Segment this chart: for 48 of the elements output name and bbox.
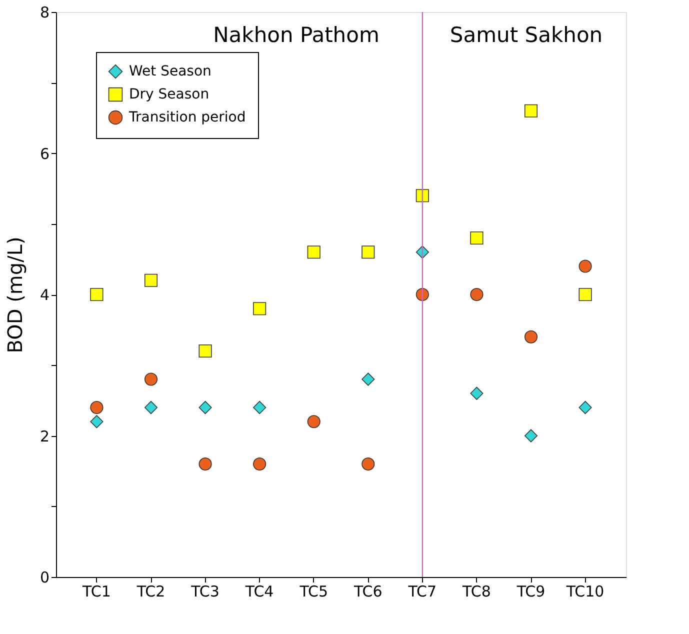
point	[253, 457, 266, 471]
point	[90, 288, 104, 302]
y-tick-label: 2	[40, 427, 50, 446]
point	[253, 302, 266, 316]
x-tick-label: TC7	[407, 582, 437, 600]
point	[524, 330, 538, 344]
point	[90, 415, 104, 428]
point	[416, 189, 429, 202]
x-tick-label: TC8	[462, 582, 491, 600]
legend-label: Dry Season	[129, 86, 210, 102]
point	[198, 344, 212, 358]
point	[144, 274, 158, 287]
point	[90, 400, 104, 414]
x-tick-label: TC1	[82, 582, 111, 600]
point	[253, 400, 266, 414]
point	[524, 104, 538, 118]
point	[470, 288, 484, 302]
x-tick-label: TC5	[298, 582, 328, 600]
point	[470, 386, 484, 400]
x-tick-label: TC9	[516, 582, 546, 600]
point	[198, 457, 212, 471]
point	[524, 429, 538, 442]
point	[578, 288, 592, 302]
y-axis-title: BOD (mg/L)	[2, 236, 27, 354]
point	[470, 231, 484, 245]
y-tick-label: 8	[40, 4, 50, 22]
legend-label: Wet Season	[129, 64, 212, 80]
y-tick-label: 4	[40, 286, 50, 304]
point	[307, 246, 320, 259]
point	[307, 415, 320, 428]
x-tick-label: TC6	[352, 582, 382, 600]
y-tick-label: 0	[40, 568, 50, 586]
point	[144, 372, 158, 386]
point	[362, 457, 375, 471]
point	[144, 400, 158, 414]
x-tick-label: TC2	[136, 582, 166, 600]
x-tick-label: TC4	[244, 582, 274, 600]
point	[198, 400, 212, 414]
point	[362, 372, 375, 386]
x-tick-label: TC10	[565, 582, 604, 600]
x-tick-label: TC3	[190, 582, 220, 600]
annotation: Samut Sakhon	[450, 23, 603, 47]
point	[578, 260, 592, 273]
point	[578, 400, 592, 414]
annotation: Nakhon Pathom	[213, 23, 380, 47]
legend-label: Transition period	[128, 110, 246, 126]
point	[362, 246, 375, 259]
y-tick-label: 6	[40, 144, 50, 163]
